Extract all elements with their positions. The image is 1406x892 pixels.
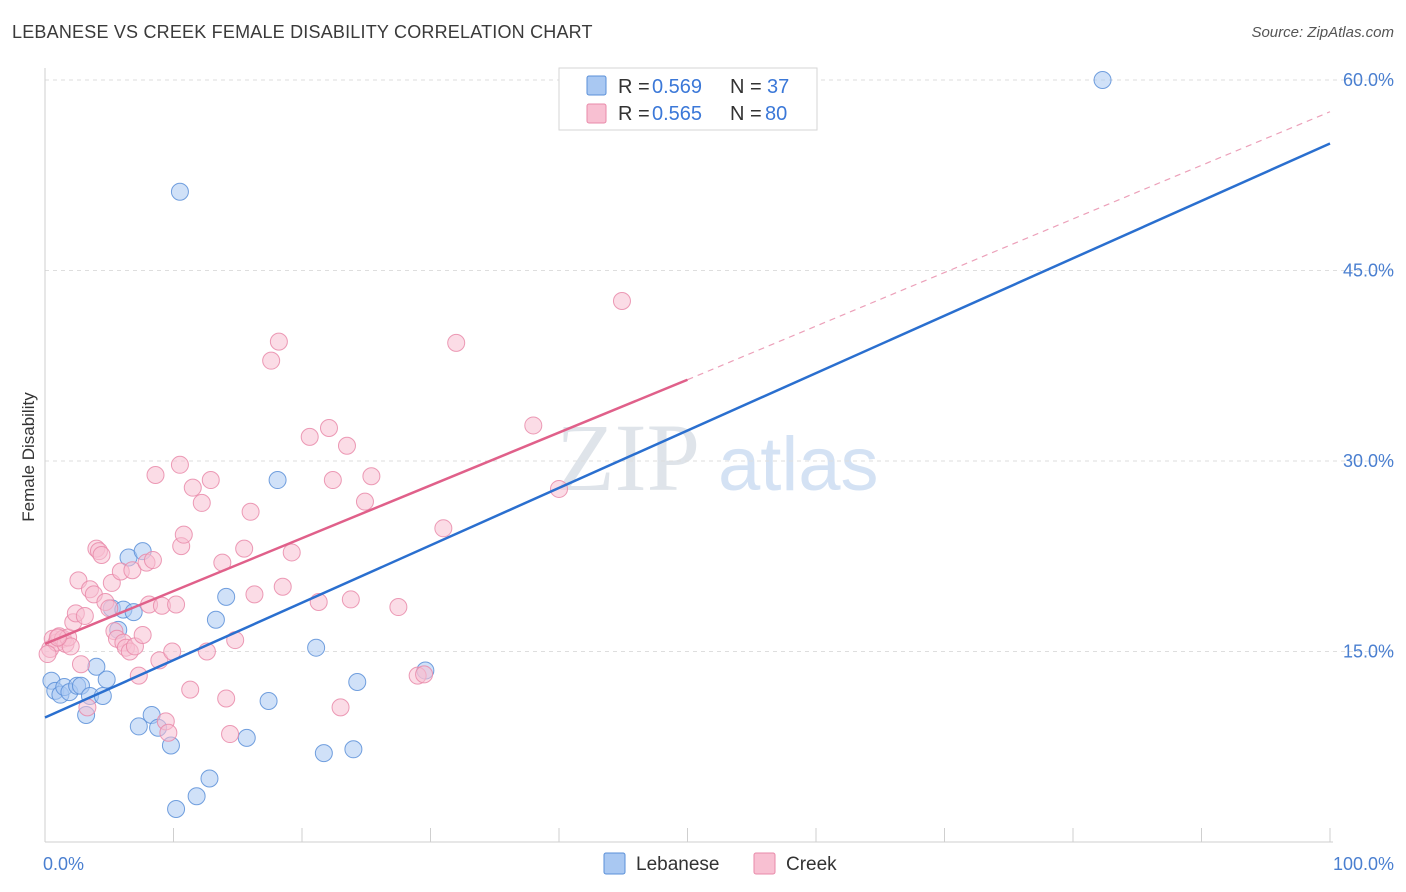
creek-point-54 bbox=[235, 539, 254, 558]
creek-point-57 bbox=[262, 351, 281, 370]
lebanese-point-24 bbox=[187, 787, 206, 806]
y-axis-title: Female Disability bbox=[19, 392, 38, 522]
creek-point-78 bbox=[38, 645, 57, 664]
lebanese-point-26 bbox=[206, 610, 225, 629]
lebanese-point-32 bbox=[314, 744, 333, 763]
lebanese-point-28 bbox=[237, 728, 256, 747]
lebanese-point-23 bbox=[170, 182, 189, 201]
correlation-legend: R = 0.569 N = 37 R = 0.565 N = 80 bbox=[558, 67, 818, 131]
creek-point-44 bbox=[174, 525, 193, 544]
lebanese-point-36 bbox=[1093, 71, 1112, 89]
y-tick-label-60: 60.0% bbox=[1343, 70, 1394, 90]
creek-point-12 bbox=[75, 606, 94, 625]
bottom-legend-swatch-lebanese bbox=[603, 852, 626, 875]
creek-point-51 bbox=[217, 689, 236, 708]
legend-swatch-creek bbox=[586, 103, 607, 124]
source-credit: Source: ZipAtlas.com bbox=[1251, 24, 1394, 41]
x-tick-label-min: 0.0% bbox=[43, 854, 84, 874]
legend-n-label-lebanese: N = bbox=[730, 76, 762, 98]
legend-r-label-creek: R = bbox=[618, 103, 650, 125]
creek-point-69 bbox=[362, 467, 381, 486]
legend-n-label-creek: N = bbox=[730, 103, 762, 125]
series-legend: Lebanese Creek bbox=[603, 852, 837, 875]
creek-point-75 bbox=[524, 416, 543, 435]
x-tick-label-max: 100.0% bbox=[1333, 854, 1394, 874]
creek-point-31 bbox=[133, 625, 152, 644]
lebanese-point-30 bbox=[268, 471, 287, 490]
creek-point-74 bbox=[447, 333, 466, 352]
creek-point-45 bbox=[181, 680, 200, 699]
y-tick-label-30: 30.0% bbox=[1343, 451, 1394, 471]
lebanese-point-27 bbox=[217, 587, 236, 606]
legend-swatch-lebanese bbox=[586, 75, 607, 96]
lebanese-point-11 bbox=[97, 670, 116, 689]
creek-point-35 bbox=[146, 465, 165, 484]
creek-point-28 bbox=[123, 561, 142, 580]
creek-point-72 bbox=[415, 665, 434, 684]
x-ticks-layer bbox=[44, 828, 1331, 842]
legend-n-value-creek: 80 bbox=[765, 103, 787, 125]
legend-r-value-creek: 0.565 bbox=[652, 103, 702, 125]
lebanese-point-22 bbox=[167, 799, 186, 818]
creek-point-67 bbox=[341, 590, 360, 609]
creek-point-58 bbox=[269, 332, 288, 351]
creek-point-34 bbox=[143, 551, 162, 570]
creek-point-60 bbox=[282, 543, 301, 562]
watermark-atlas: atlas bbox=[718, 422, 879, 507]
creek-point-39 bbox=[159, 723, 178, 742]
y-tick-label-15: 15.0% bbox=[1343, 642, 1394, 662]
trend-layer bbox=[44, 111, 1331, 719]
lebanese-point-17 bbox=[129, 717, 148, 736]
creek-point-61 bbox=[300, 427, 319, 446]
creek-point-70 bbox=[389, 598, 408, 617]
creek-point-46 bbox=[183, 478, 202, 497]
creek-point-11 bbox=[71, 655, 90, 674]
creek-point-49 bbox=[201, 471, 220, 490]
creek-point-7 bbox=[61, 637, 80, 656]
creek-point-47 bbox=[192, 493, 211, 512]
y-tick-label-45: 45.0% bbox=[1343, 261, 1394, 281]
legend-r-label-lebanese: R = bbox=[618, 76, 650, 98]
creek-point-55 bbox=[241, 502, 260, 521]
lebanese-point-29 bbox=[259, 692, 278, 711]
creek-point-42 bbox=[170, 455, 189, 474]
legend-r-value-lebanese: 0.569 bbox=[652, 76, 702, 98]
creek-point-65 bbox=[331, 698, 350, 717]
creek-point-41 bbox=[167, 595, 186, 614]
creek-trend-line bbox=[44, 378, 688, 646]
bottom-legend-label-lebanese: Lebanese bbox=[636, 854, 719, 875]
creek-point-59 bbox=[273, 577, 292, 596]
creek-point-52 bbox=[221, 725, 240, 744]
creek-point-64 bbox=[323, 471, 342, 490]
creek-trend-extension bbox=[687, 111, 1331, 381]
creek-point-63 bbox=[319, 418, 338, 437]
creek-point-18 bbox=[92, 545, 111, 564]
lebanese-point-33 bbox=[344, 740, 363, 759]
lebanese-trend-line bbox=[44, 142, 1331, 719]
creek-point-77 bbox=[612, 291, 631, 310]
chart-title: LEBANESE VS CREEK FEMALE DISABILITY CORR… bbox=[12, 22, 593, 42]
bottom-legend-label-creek: Creek bbox=[786, 854, 837, 875]
y-labels-layer: 15.0% 30.0% 45.0% 60.0% bbox=[1343, 70, 1394, 662]
lebanese-point-34 bbox=[348, 672, 367, 691]
creek-point-56 bbox=[245, 585, 264, 604]
lebanese-point-25 bbox=[200, 769, 219, 788]
creek-point-73 bbox=[434, 519, 453, 538]
bottom-legend-swatch-creek bbox=[753, 852, 776, 875]
creek-point-68 bbox=[355, 492, 374, 511]
creek-point-66 bbox=[337, 436, 356, 455]
legend-n-value-lebanese: 37 bbox=[767, 76, 789, 98]
lebanese-point-31 bbox=[307, 638, 326, 657]
